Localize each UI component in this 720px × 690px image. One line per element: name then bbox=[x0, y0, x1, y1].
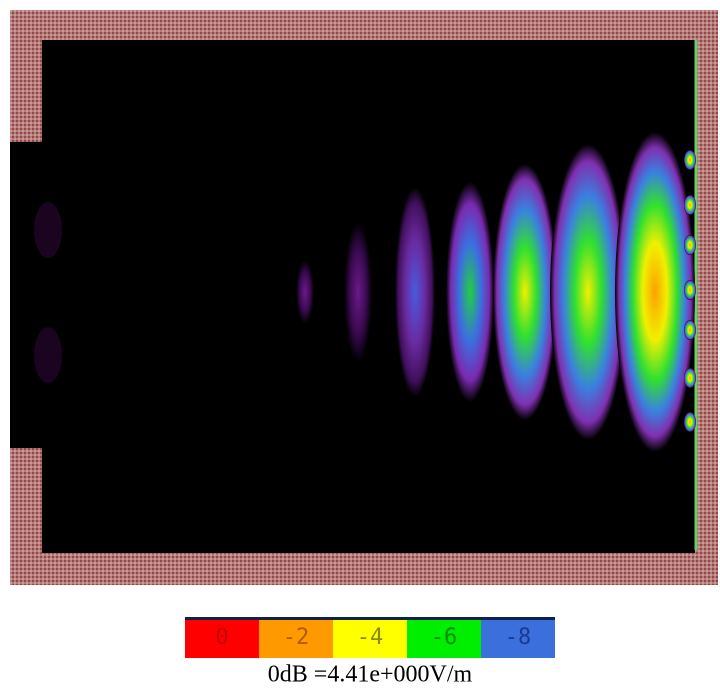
colorbar-label: 0 bbox=[215, 625, 228, 650]
colorbar-label: -6 bbox=[431, 625, 458, 650]
colorbar-segment bbox=[407, 620, 481, 658]
field-pattern bbox=[34, 132, 696, 452]
colorbar-segment bbox=[259, 620, 333, 658]
colorbar-edge bbox=[185, 617, 555, 620]
colorbar-segment bbox=[333, 620, 407, 658]
colorbar-label: -8 bbox=[505, 625, 532, 650]
colorbar-label: -4 bbox=[357, 625, 384, 650]
port-opening bbox=[10, 142, 44, 448]
colorbar-segment bbox=[185, 620, 259, 658]
colorbar: 0 -2 -4 -6 -8 bbox=[185, 620, 555, 658]
colorbar-segment bbox=[481, 620, 555, 658]
colorbar-label: -2 bbox=[283, 625, 310, 650]
caption: 0dB =4.41e+000V/m bbox=[268, 662, 473, 688]
